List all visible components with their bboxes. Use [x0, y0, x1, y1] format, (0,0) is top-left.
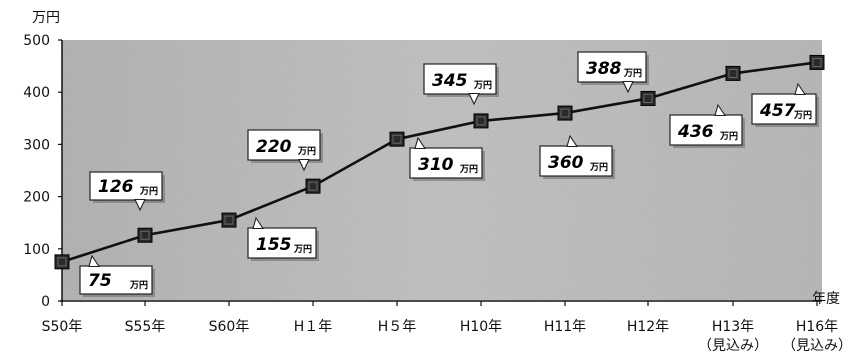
callout-value: 220: [256, 137, 292, 157]
data-point-marker: [137, 227, 153, 243]
data-callout: 388 万円: [577, 51, 649, 94]
x-tick-label: H16年（見込み）: [782, 319, 849, 354]
callout-value: 360: [548, 153, 584, 173]
callout-unit: 万円: [459, 164, 478, 175]
callout-tail: [298, 158, 310, 172]
callout-tail: [622, 80, 634, 94]
callout-tail: [468, 92, 480, 106]
callout-tail: [88, 254, 101, 268]
data-point-marker: [809, 54, 825, 70]
data-point-marker: [389, 131, 405, 147]
y-tick-label: 0: [41, 294, 50, 310]
y-tick-label: 200: [23, 190, 50, 206]
data-point-marker: [54, 254, 70, 270]
callout-unit: 万円: [473, 80, 492, 91]
data-point-marker-inner: [392, 134, 402, 144]
x-tick-label: H10年: [460, 319, 502, 335]
data-point-marker: [221, 212, 237, 228]
x-tick-label: S60年: [209, 319, 250, 335]
series-line: [61, 61, 818, 264]
callout-value: 75: [88, 271, 112, 291]
callout-value: 345: [432, 71, 468, 91]
x-tick-label: H13年（見込み）: [698, 319, 768, 354]
callout-box: [539, 145, 613, 177]
callout-tail: [566, 134, 579, 148]
data-callout: 155 万円: [247, 216, 319, 261]
callout-unit: 万円: [623, 68, 642, 79]
y-tick-label: 300: [23, 137, 50, 153]
x-tick-label: H11年: [544, 319, 586, 335]
callout-unit: 万円: [589, 162, 608, 173]
callout-unit: 万円: [793, 110, 812, 121]
data-point-marker-inner: [643, 94, 653, 103]
callout-value: 388: [586, 59, 622, 79]
callout-box: [247, 129, 321, 161]
data-point-marker: [305, 178, 321, 194]
data-callout: 75 万円: [79, 254, 155, 297]
callout-value: 310: [418, 155, 454, 175]
data-point-marker-inner: [728, 69, 738, 78]
data-point-marker-inner: [224, 215, 234, 225]
callout-box: [751, 93, 817, 125]
data-callout: 220 万円: [247, 129, 323, 172]
callout-tail: [252, 216, 265, 230]
callout-unit: 万円: [719, 131, 738, 142]
callout-unit: 万円: [139, 186, 158, 197]
y-tick-label: 400: [23, 85, 50, 101]
callout-box: [79, 265, 153, 295]
callout-tail: [794, 82, 807, 96]
series-line-group: [54, 54, 825, 270]
y-ticks: 0 100 200 300 400 500: [23, 33, 62, 310]
data-point-marker: [725, 65, 741, 81]
callout-value: 436: [677, 122, 714, 142]
callout-box: [247, 227, 317, 259]
callout-value: 457: [759, 101, 796, 121]
x-tick-label: H５年: [378, 319, 417, 335]
data-point-marker-inner: [812, 58, 822, 67]
data-point-marker: [557, 105, 573, 121]
data-point-marker-inner: [140, 230, 150, 240]
data-point-marker-inner: [57, 257, 67, 267]
y-tick-label: 100: [23, 242, 50, 258]
data-callout: 126 万円: [89, 171, 165, 212]
x-tick-label: H12年: [627, 319, 669, 335]
callout-unit: 万円: [129, 280, 148, 291]
data-callout: 310 万円: [409, 136, 485, 181]
data-point-marker: [640, 90, 656, 106]
x-ticks: S50年 S55年 S60年 H１年 H５年 H10年 H11年 H12年 H13年（見込み） H…: [42, 301, 849, 354]
x-axis-unit: 年度: [812, 291, 840, 307]
callout-box: [89, 171, 163, 201]
callout-box: [577, 51, 647, 83]
callout-box: [409, 147, 483, 179]
data-point-marker-inner: [476, 116, 486, 126]
data-callout: 360 万円: [539, 134, 615, 179]
x-tick-label: S50年: [42, 319, 83, 335]
data-callout: 436 万円: [669, 103, 745, 148]
callout-box: [669, 114, 743, 146]
callout-box: [423, 63, 497, 95]
callout-tail: [414, 136, 427, 150]
y-axis-unit: 万円: [32, 10, 60, 26]
callout-unit: 万円: [297, 146, 316, 157]
data-point-marker: [473, 113, 489, 129]
x-tick-label: H１年: [294, 319, 333, 335]
data-callout: 345 万円: [423, 63, 499, 106]
x-tick-label: S55年: [125, 319, 166, 335]
y-tick-label: 500: [23, 33, 50, 49]
data-point-marker-inner: [308, 181, 318, 191]
callout-value: 126: [98, 177, 134, 197]
callout-value: 155: [256, 235, 292, 255]
data-point-marker-inner: [560, 108, 570, 118]
callout-tail: [134, 198, 146, 212]
callout-tail: [714, 103, 727, 117]
callout-unit: 万円: [293, 244, 312, 255]
